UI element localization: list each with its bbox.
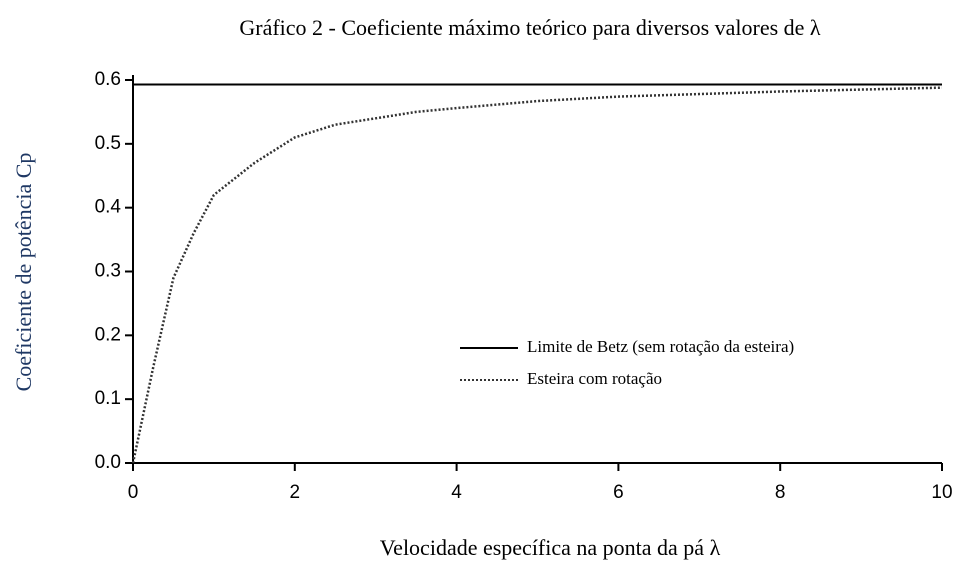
y-tick-label: 0.4 (95, 197, 122, 218)
series-line (131, 86, 943, 464)
x-tick-label: 10 (931, 482, 952, 503)
x-tick-label: 4 (451, 482, 462, 503)
y-tick-label: 0.1 (95, 388, 121, 409)
x-axis-label: Velocidade específica na ponta da pá λ (380, 535, 721, 560)
legend-label: Limite de Betz (sem rotação da esteira) (527, 337, 794, 356)
x-tick-label: 2 (290, 482, 301, 503)
x-tick-label: 6 (613, 482, 624, 503)
y-tick-label: 0.5 (95, 133, 121, 154)
legend-label: Esteira com rotação (527, 369, 662, 388)
y-tick-label: 0.2 (95, 324, 121, 345)
x-tick-label: 8 (775, 482, 786, 503)
y-tick-label: 0.3 (95, 261, 121, 282)
chart-title: Gráfico 2 - Coeficiente máximo teórico p… (239, 15, 821, 40)
y-tick-label: 0.0 (95, 452, 121, 473)
y-tick-label: 0.6 (95, 69, 121, 90)
x-tick-label: 0 (128, 482, 139, 503)
y-axis-label: Coeficiente de potência Cp (11, 153, 36, 392)
